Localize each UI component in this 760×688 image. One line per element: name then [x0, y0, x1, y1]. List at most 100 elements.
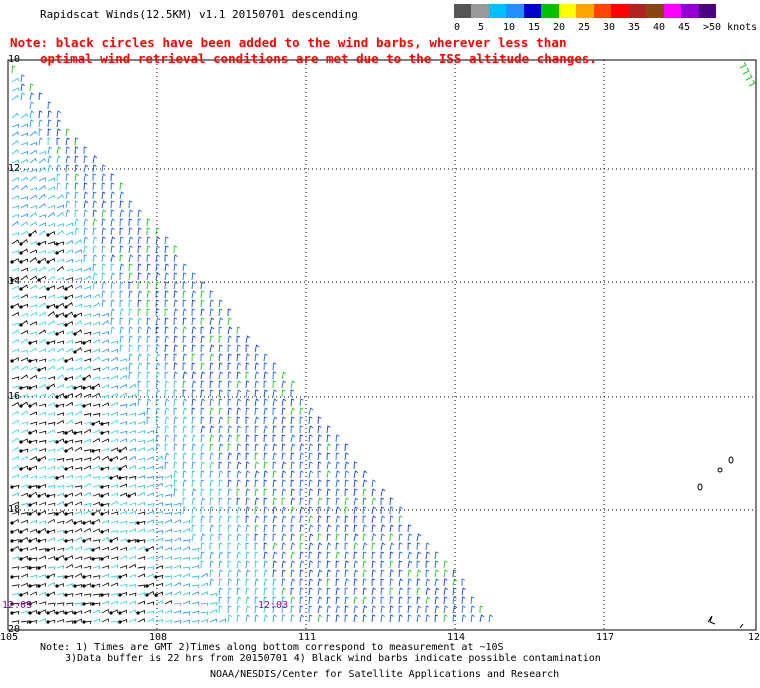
wind-barb — [65, 277, 74, 281]
contamination-circle — [109, 539, 113, 543]
wind-barb — [200, 344, 205, 353]
wind-barb — [164, 493, 173, 498]
wind-barb — [38, 128, 43, 137]
wind-barb — [65, 429, 74, 434]
wind-barb — [47, 365, 56, 371]
wind-barb — [20, 74, 25, 83]
wind-barb — [173, 519, 182, 524]
wind-barb — [317, 479, 322, 488]
wind-barb — [47, 146, 53, 155]
wind-barb — [29, 366, 38, 371]
contamination-circle — [91, 449, 95, 453]
wind-barb — [182, 470, 187, 479]
wind-barb — [65, 284, 74, 290]
wind-barb — [119, 358, 128, 362]
wind-barb — [353, 605, 359, 614]
wind-barb — [29, 212, 37, 218]
wind-barb — [119, 456, 128, 461]
wind-barb — [362, 551, 367, 560]
wind-barb — [119, 335, 125, 344]
wind-barb — [371, 614, 376, 623]
wind-barb — [209, 335, 214, 344]
wind-barb — [56, 155, 62, 164]
wind-barb — [191, 317, 196, 326]
wind-barb — [173, 371, 178, 380]
wind-barb — [47, 128, 52, 137]
wind-barb — [74, 200, 79, 209]
wind-barb — [389, 551, 394, 560]
wind-barb — [272, 605, 277, 614]
wind-barb — [146, 398, 152, 407]
wind-barb — [137, 263, 142, 272]
note-line-2: optimal wind retrieval conditions are me… — [40, 51, 597, 66]
wind-barb — [281, 380, 287, 389]
map-title: Rapidscat Winds(12.5KM) v1.1 20150701 de… — [40, 8, 358, 21]
wind-barb — [11, 232, 20, 236]
wind-barb — [335, 515, 341, 524]
wind-barb — [119, 182, 124, 191]
wind-barb — [38, 520, 47, 525]
wind-barb — [65, 545, 74, 551]
wind-barb — [254, 407, 259, 416]
wind-barb — [155, 609, 164, 614]
wind-barb — [83, 349, 92, 353]
wind-barb — [344, 614, 349, 623]
wind-barb — [254, 344, 260, 353]
wind-barb — [236, 605, 241, 614]
wind-barb — [110, 200, 115, 209]
wind-barb — [47, 222, 56, 227]
wind-barb — [83, 146, 88, 155]
contamination-circle — [28, 494, 32, 498]
wind-barb — [110, 209, 115, 218]
wind-barb — [92, 392, 101, 398]
wind-barb — [227, 605, 232, 614]
wind-barb — [29, 347, 38, 353]
wind-barb — [344, 542, 349, 551]
wind-barb — [146, 371, 151, 380]
contamination-circle — [109, 611, 113, 615]
wind-barb — [11, 566, 20, 570]
wind-barb — [65, 164, 70, 173]
wind-barb — [137, 326, 142, 335]
wind-barb — [272, 434, 277, 443]
wind-barb — [308, 434, 313, 443]
wind-barb — [29, 194, 38, 200]
wind-barb — [47, 194, 56, 200]
wind-barb — [335, 560, 340, 569]
wind-barb — [38, 601, 47, 605]
wind-barb — [236, 380, 242, 389]
wind-barb — [398, 605, 403, 614]
wind-barb — [74, 492, 83, 497]
wind-barb — [425, 596, 431, 605]
wind-barb — [299, 614, 305, 623]
wind-barb — [227, 317, 232, 326]
wind-barb — [83, 438, 92, 443]
wind-barb — [218, 344, 223, 353]
wind-barb — [110, 317, 115, 326]
wind-barb — [281, 425, 287, 434]
wind-barb — [488, 614, 493, 623]
wind-barb — [65, 393, 74, 398]
wind-barb — [110, 326, 116, 335]
wind-barb — [38, 285, 47, 290]
wind-barb — [218, 317, 224, 326]
wind-barb — [11, 474, 20, 479]
wind-barb — [83, 313, 92, 317]
wind-barb — [254, 479, 259, 488]
wind-barb — [380, 542, 386, 551]
wind-barb — [461, 605, 466, 614]
wind-barb — [83, 267, 92, 272]
wind-barb — [119, 403, 128, 408]
wind-barb — [119, 464, 128, 470]
wind-barb — [119, 218, 124, 227]
wind-barb — [173, 537, 182, 542]
wind-barb — [47, 330, 56, 335]
wind-barb — [47, 204, 56, 209]
wind-barb — [110, 401, 119, 407]
wind-barb — [434, 578, 440, 587]
wind-barb — [299, 452, 304, 461]
wind-barb — [173, 290, 178, 299]
wind-barb — [92, 182, 97, 191]
wind-barb — [218, 308, 223, 317]
wind-barb — [137, 511, 146, 516]
